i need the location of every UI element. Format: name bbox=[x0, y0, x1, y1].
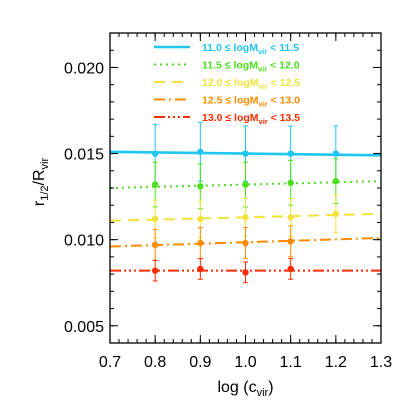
data-point bbox=[287, 150, 294, 157]
legend-label: 12.5 ≤ logMvir < 13.0 bbox=[202, 95, 300, 109]
legend-label: 12.0 ≤ logMvir < 12.5 bbox=[202, 77, 300, 91]
data-point bbox=[287, 214, 294, 221]
legend-label: 11.5 ≤ logMvir < 12.0 bbox=[202, 60, 300, 74]
data-point bbox=[242, 239, 249, 247]
x-tick-label: 0.7 bbox=[99, 354, 121, 371]
data-point bbox=[151, 150, 159, 157]
legend-item: 11.5 ≤ logMvir < 12.0 bbox=[154, 60, 300, 74]
data-point bbox=[197, 183, 204, 190]
data-point bbox=[197, 265, 204, 273]
data-point bbox=[242, 181, 249, 188]
data-point bbox=[151, 267, 159, 274]
y-tick-label: 0.010 bbox=[64, 233, 104, 250]
data-point bbox=[287, 238, 294, 245]
data-point bbox=[197, 239, 204, 247]
x-tick-label: 0.8 bbox=[144, 354, 166, 371]
y-tick-label: 0.020 bbox=[64, 60, 104, 77]
plot-area bbox=[109, 122, 382, 284]
x-tick-label: 0.9 bbox=[189, 354, 211, 371]
data-point bbox=[287, 265, 294, 273]
x-tick-label: 1.1 bbox=[280, 354, 302, 371]
data-point bbox=[287, 179, 294, 187]
legend-label: 13.0 ≤ logMvir < 13.5 bbox=[202, 112, 300, 126]
x-tick-label: 1.0 bbox=[234, 354, 256, 371]
x-axis-title: log (cvir) bbox=[217, 379, 273, 399]
data-point bbox=[242, 269, 249, 276]
series-13.0-13.5 bbox=[110, 258, 381, 284]
data-point bbox=[332, 210, 340, 218]
data-point bbox=[197, 148, 204, 156]
data-point bbox=[197, 215, 204, 223]
data-point bbox=[332, 177, 340, 185]
y-tick-label: 0.015 bbox=[64, 147, 104, 164]
y-tick-label: 0.005 bbox=[64, 319, 104, 336]
axis-ticks: 0.7 0.8 0.9 1.0 1.1 1.2 1.3 0.005 0.010 0.015 0.02… bbox=[64, 32, 392, 371]
x-tick-label: 1.3 bbox=[370, 354, 392, 371]
x-tick-label: 1.2 bbox=[325, 354, 347, 371]
data-point bbox=[151, 181, 159, 188]
y-axis-title: r1/2/Rvir bbox=[31, 158, 51, 207]
series-12.0-12.5 bbox=[109, 194, 382, 239]
data-point bbox=[242, 214, 249, 221]
legend-item: 11.0 ≤ logMvir < 11.5 bbox=[154, 42, 299, 56]
legend: 11.0 ≤ logMvir < 11.5 11.5 ≤ logMvir < 12… bbox=[154, 42, 300, 126]
data-point bbox=[151, 241, 159, 249]
data-point bbox=[332, 150, 340, 157]
series-11.0-11.5 bbox=[109, 122, 382, 184]
legend-item: 12.0 ≤ logMvir < 12.5 bbox=[154, 77, 300, 91]
data-point bbox=[242, 150, 249, 157]
legend-item: 12.5 ≤ logMvir < 13.0 bbox=[154, 95, 300, 109]
legend-item: 13.0 ≤ logMvir < 13.5 bbox=[154, 112, 300, 126]
data-point bbox=[151, 215, 159, 223]
legend-label: 11.0 ≤ logMvir < 11.5 bbox=[202, 42, 299, 56]
